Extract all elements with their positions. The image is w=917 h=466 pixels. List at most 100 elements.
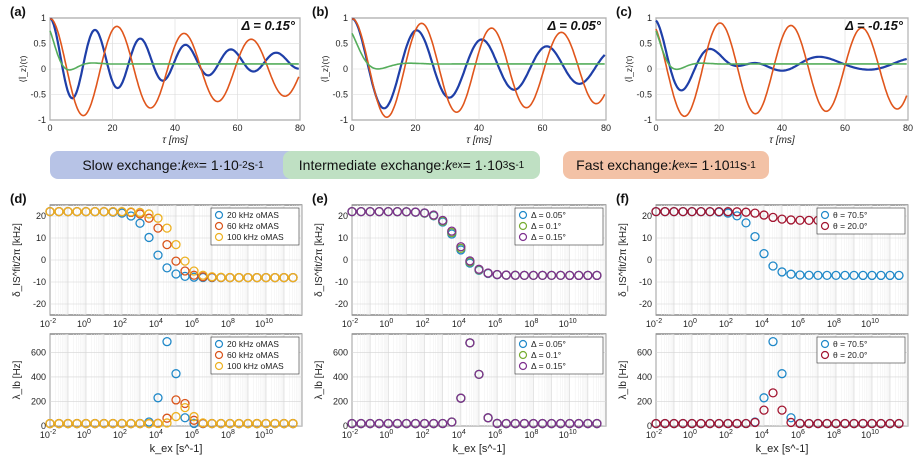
data-point <box>894 270 904 281</box>
x-axis-label: k_ex [s^-1] <box>150 443 203 455</box>
data-point <box>759 210 769 220</box>
data-point <box>189 270 199 280</box>
data-point <box>410 418 421 429</box>
data-point <box>732 207 742 217</box>
x-tick-label: 60 <box>232 123 242 133</box>
data-point <box>54 418 64 429</box>
x-tick-label: 108 <box>221 429 235 440</box>
data-point <box>696 206 706 217</box>
y-tick-label: -20 <box>335 299 348 309</box>
data-point <box>555 270 566 281</box>
x-tick-label: 1010 <box>559 429 577 440</box>
legend-marker <box>518 221 528 231</box>
data-point <box>153 213 163 223</box>
panel-label: (f) <box>616 191 629 206</box>
data-point <box>347 418 357 429</box>
legend-marker <box>820 350 830 360</box>
data-point <box>474 264 484 274</box>
data-point <box>162 239 172 250</box>
data-point <box>777 369 787 379</box>
data-point <box>243 418 253 429</box>
data-point <box>365 418 375 429</box>
x-tick-label: 0 <box>653 123 658 133</box>
x-tick-label: 100 <box>379 318 393 329</box>
data-point <box>492 269 502 280</box>
legend-label: Δ = 0.15° <box>531 232 566 242</box>
x-tick-label: 100 <box>683 429 697 440</box>
data-point <box>750 231 760 242</box>
data-point <box>117 207 127 217</box>
chart-panel-e: -20 -10 0 10 20 10-2 100 102 104 106 108 1010 Δ = 0.… <box>312 191 607 329</box>
legend-marker <box>518 210 528 220</box>
legend-label: θ = 20.0° <box>833 221 867 231</box>
x-tick-label: 104 <box>149 318 163 329</box>
x-tick-label: 40 <box>170 123 180 133</box>
x-tick-label: 104 <box>452 318 466 329</box>
data-point <box>135 207 145 218</box>
data-point <box>786 269 796 279</box>
legend-label: 60 kHz oMAS <box>227 350 279 360</box>
data-point <box>252 418 262 429</box>
data-point <box>723 207 733 217</box>
data-point <box>565 418 575 429</box>
panel-label: (b) <box>312 4 329 19</box>
y-tick-label: 1 <box>41 13 46 23</box>
data-point <box>144 209 154 219</box>
x-tick-label: 20 <box>714 123 724 133</box>
y-tick-label: -1 <box>340 115 348 125</box>
panel-label: (a) <box>10 4 26 19</box>
x-tick-label: 80 <box>903 123 913 133</box>
data-point <box>207 418 217 429</box>
legend-marker <box>518 232 528 242</box>
data-point <box>831 270 841 281</box>
data-point <box>162 223 172 233</box>
data-point <box>198 270 208 280</box>
data-point <box>669 418 679 429</box>
data-point <box>270 272 280 283</box>
x-tick-label: 10-2 <box>40 318 56 329</box>
legend-marker <box>518 361 528 371</box>
y-tick-label: 20 <box>36 211 46 221</box>
data-point <box>786 215 796 225</box>
data-point <box>108 206 118 217</box>
data-point <box>261 272 271 283</box>
y-tick-label: 200 <box>333 396 348 406</box>
data-point <box>144 418 154 429</box>
data-point <box>592 418 602 429</box>
data-point <box>171 411 181 422</box>
data-point <box>519 270 530 281</box>
data-point <box>777 405 787 415</box>
data-point <box>365 206 375 217</box>
legend-marker <box>214 350 224 360</box>
legend-label: θ = 70.5° <box>833 339 867 349</box>
data-point <box>528 418 539 429</box>
data-point <box>876 270 886 281</box>
data-point <box>894 418 904 429</box>
x-tick-label: 106 <box>488 429 502 440</box>
series-line-green <box>655 30 907 71</box>
legend-marker <box>214 210 224 220</box>
data-point <box>438 215 448 226</box>
data-point <box>831 418 841 429</box>
x-tick-label: 108 <box>221 318 235 329</box>
data-point <box>180 256 190 266</box>
x-tick-label: 104 <box>755 318 769 329</box>
data-point <box>419 418 430 429</box>
x-tick-label: 0 <box>349 123 354 133</box>
series-line-orange <box>655 22 908 118</box>
data-point <box>171 395 181 405</box>
legend-box <box>514 336 604 375</box>
x-tick-label: 108 <box>524 429 538 440</box>
data-point <box>750 208 760 218</box>
legend-marker <box>214 361 224 371</box>
data-point <box>180 271 190 282</box>
y-tick-label: 20 <box>338 211 348 221</box>
y-tick-label: 0 <box>343 421 348 431</box>
series-line-orange <box>50 18 300 117</box>
legend-label: Δ = 0.1° <box>531 350 561 360</box>
data-point <box>279 418 289 429</box>
y-tick-label: 10 <box>338 233 348 243</box>
data-point <box>419 208 430 218</box>
legend-box <box>514 207 604 246</box>
data-point <box>858 270 868 281</box>
